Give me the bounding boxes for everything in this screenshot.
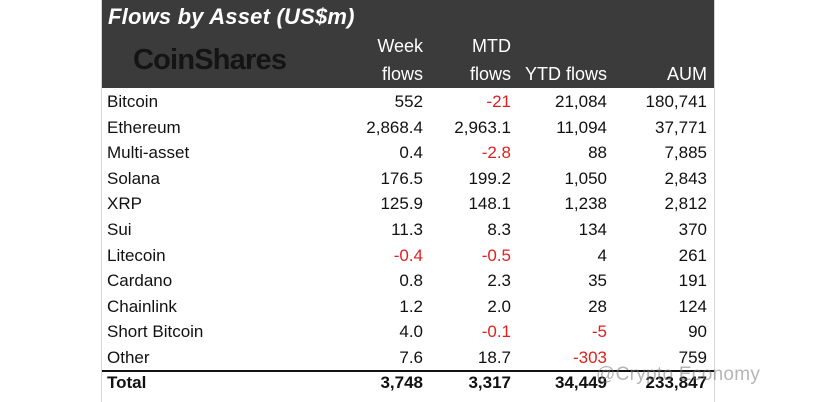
week-flows-cell: 4.0 xyxy=(399,322,423,342)
ytd-flows-cell: 4 xyxy=(597,245,607,265)
ytd-flows-cell: 1,050 xyxy=(564,168,607,188)
aum-cell: 180,741 xyxy=(645,92,707,111)
flows-table-card: Flows by Asset (US$m) CoinShares Week flo… xyxy=(101,0,715,402)
asset-name: Cardano xyxy=(107,271,173,291)
mtd-flows-cell: -0.5 xyxy=(481,245,511,265)
brand-logo: CoinShares xyxy=(133,44,287,76)
week-flows-cell: 552 xyxy=(394,92,423,111)
asset-name: Ethereum xyxy=(107,117,181,137)
mtd-flows-cell: 2.3 xyxy=(487,271,511,291)
asset-name: Litecoin xyxy=(107,245,166,265)
week-flows-cell: 1.2 xyxy=(399,296,423,316)
mtd-flows-cell: 199.2 xyxy=(468,168,511,188)
ytd-flows-cell: -303 xyxy=(572,348,607,367)
header-week-flows-line2: flows xyxy=(381,64,423,84)
asset-name: Short Bitcoin xyxy=(107,322,204,342)
ytd-flows-cell: -5 xyxy=(591,322,607,342)
mtd-flows-cell: -0.1 xyxy=(481,322,511,342)
aum-cell: 191 xyxy=(678,271,707,291)
asset-name: Multi-asset xyxy=(107,143,190,163)
header-week-flows-line1: Week xyxy=(377,36,423,56)
aum-cell: 759 xyxy=(678,348,707,367)
aum-cell: 90 xyxy=(688,322,707,342)
mtd-flows-cell: 8.3 xyxy=(487,220,511,239)
asset-name: Other xyxy=(107,348,150,367)
week-flows-cell: 0.4 xyxy=(399,143,423,163)
header-mtd-flows-line1: MTD xyxy=(472,36,511,56)
aum-cell: 2,812 xyxy=(664,194,707,214)
total-aum-cell: 233,847 xyxy=(645,373,707,392)
ytd-flows-cell: 11,094 xyxy=(556,117,607,137)
ytd-flows-cell: 35 xyxy=(588,271,607,291)
mtd-flows-cell: 18.7 xyxy=(477,348,511,367)
mtd-flows-cell: 2.0 xyxy=(487,296,511,316)
header-ytd-flows-line2: YTD flows xyxy=(524,64,607,84)
aum-cell: 261 xyxy=(678,245,707,265)
ytd-flows-cell: 88 xyxy=(588,143,607,163)
mtd-flows-cell: 2,963.1 xyxy=(454,117,511,137)
mtd-flows-cell: -2.8 xyxy=(481,143,511,163)
asset-name: Sui xyxy=(107,220,132,239)
total-mtd-flows-cell: 3,317 xyxy=(468,373,511,392)
aum-cell: 370 xyxy=(678,220,707,239)
week-flows-cell: 2,868.4 xyxy=(366,117,423,137)
table-header: Flows by Asset (US$m) CoinShares Week flo… xyxy=(102,0,714,88)
week-flows-cell: -0.4 xyxy=(393,245,423,265)
asset-name: Solana xyxy=(107,168,160,188)
table-title: Flows by Asset (US$m) xyxy=(108,4,355,29)
week-flows-cell: 11.3 xyxy=(391,220,423,239)
watermark: @Crypto Economy xyxy=(596,364,761,385)
aum-cell: 7,885 xyxy=(664,143,707,163)
mtd-flows-cell: -21 xyxy=(486,92,511,111)
ytd-flows-cell: 1,238 xyxy=(564,194,607,214)
header-aum-line2: AUM xyxy=(667,64,707,84)
total-week-flows-cell: 3,748 xyxy=(380,373,423,392)
total-label: Total xyxy=(107,373,147,392)
total-divider xyxy=(102,370,714,372)
aum-cell: 2,843 xyxy=(664,168,707,188)
week-flows-cell: 125.9 xyxy=(380,194,423,214)
total-ytd-flows-cell: 34,449 xyxy=(555,373,607,392)
asset-name: Bitcoin xyxy=(107,92,159,111)
aum-cell: 37,771 xyxy=(655,117,707,137)
asset-name: XRP xyxy=(107,194,142,214)
week-flows-cell: 7.6 xyxy=(399,348,423,367)
ytd-flows-cell: 21,084 xyxy=(555,92,607,111)
aum-cell: 124 xyxy=(678,296,707,316)
ytd-flows-cell: 134 xyxy=(578,220,607,239)
ytd-flows-cell: 28 xyxy=(588,296,607,316)
asset-name: Chainlink xyxy=(107,296,177,316)
week-flows-cell: 176.5 xyxy=(380,168,423,188)
header-mtd-flows-line2: flows xyxy=(469,64,511,84)
mtd-flows-cell: 148.1 xyxy=(468,194,511,214)
week-flows-cell: 0.8 xyxy=(399,271,423,291)
